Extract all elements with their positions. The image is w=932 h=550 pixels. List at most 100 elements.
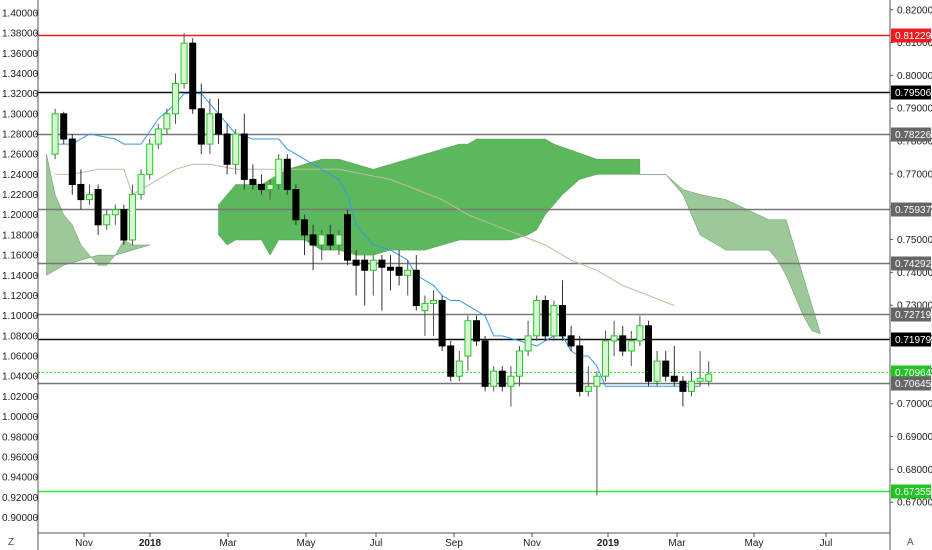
left-axis-tick-label: 0.98000 <box>2 432 39 443</box>
timezone-label[interactable]: Z <box>8 537 14 548</box>
left-axis-tick-label: 1.18000 <box>2 230 39 241</box>
level-price-box <box>891 28 931 43</box>
right-axis-tick-label: 0.70000 <box>897 399 932 410</box>
left-axis-tick-label: 1.38000 <box>2 29 39 40</box>
candle-up <box>180 42 188 85</box>
left-axis-tick-label: 1.30000 <box>2 109 39 120</box>
candle-up <box>232 133 240 165</box>
right-axis-tick-label: 0.79000 <box>897 104 932 115</box>
level-price-label: 0.70645 <box>895 379 932 390</box>
candle-up <box>146 143 154 175</box>
left-axis-tick-label: 1.02000 <box>2 392 39 403</box>
right-axis-tick-label: 0.68000 <box>897 465 932 476</box>
candle-down <box>301 219 308 236</box>
time-axis-tick-label: Nov <box>523 538 541 549</box>
candle-up <box>490 370 498 387</box>
candle-down <box>378 259 386 268</box>
candle-down <box>541 300 549 337</box>
left-axis-tick-label: 1.28000 <box>2 129 39 140</box>
time-axis-tick-label: Jul <box>820 538 833 549</box>
candle-down <box>438 300 446 347</box>
level-price-label: 0.72719 <box>895 310 932 321</box>
candle-down <box>197 108 205 145</box>
time-axis-tick-label: Mar <box>668 538 686 549</box>
candle-down <box>619 335 627 352</box>
left-axis-tick-label: 1.20000 <box>2 210 39 221</box>
candle-up <box>610 335 618 342</box>
candle-up <box>653 360 661 382</box>
candle-up <box>163 113 171 130</box>
left-axis-tick-label: 1.32000 <box>2 89 39 100</box>
right-axis-tick-label: 0.67000 <box>897 498 932 509</box>
right-axis-tick-label: 0.78000 <box>897 137 932 148</box>
candle-up <box>705 373 713 382</box>
cloud-early <box>46 154 150 276</box>
candle-up <box>137 173 145 196</box>
candle-up <box>507 375 515 387</box>
time-axis-tick-label: 2019 <box>597 538 620 549</box>
level-price-label: 0.70964 <box>895 368 932 379</box>
left-axis-tick-label: 0.90000 <box>2 513 39 524</box>
level-price-label: 0.67355 <box>895 487 932 498</box>
candle-up <box>206 113 214 145</box>
level-price-box <box>891 365 931 380</box>
candle-up <box>550 305 558 337</box>
candle-up <box>696 377 704 382</box>
level-price-label: 0.78226 <box>895 130 932 141</box>
time-axis-tick-label: 2018 <box>139 538 162 549</box>
time-axis-tick-label: May <box>745 538 764 549</box>
candle-down <box>645 325 652 382</box>
candle-down <box>498 370 506 387</box>
candle-down <box>215 113 222 135</box>
candle-up <box>369 259 377 271</box>
candle-up <box>636 325 644 342</box>
candle-up <box>111 209 119 216</box>
candle-down <box>344 214 351 261</box>
candle-down <box>189 42 197 110</box>
candle-up <box>275 158 283 185</box>
candle-down <box>670 375 678 382</box>
level-price-box <box>891 85 931 100</box>
left-axis-tick-label: 1.06000 <box>2 352 39 363</box>
left-axis-tick-label: 1.34000 <box>2 69 39 80</box>
left-axis-tick-label: 1.16000 <box>2 251 39 262</box>
candle-down <box>473 320 480 342</box>
candle-up <box>602 340 609 377</box>
candle-up <box>421 303 429 312</box>
time-axis-tick-label: Jul <box>370 538 383 549</box>
candle-down <box>326 234 334 246</box>
left-axis-tick-label: 0.96000 <box>2 452 39 463</box>
candle-down <box>223 133 231 165</box>
candle-down <box>576 345 584 392</box>
candle-down <box>94 189 102 226</box>
left-price-axis[interactable]: 1.40000 1.38000 1.36000 1.34000 1.32000 1.300… <box>2 8 39 524</box>
candle-up <box>129 194 136 241</box>
candle-down <box>68 138 76 185</box>
horizontal-levels <box>38 34 890 493</box>
level-price-label: 0.75937 <box>895 205 932 216</box>
candle-down <box>567 335 575 347</box>
left-axis-tick-label: 1.26000 <box>2 150 39 161</box>
level-price-box <box>891 127 931 142</box>
right-axis-tick-label: 0.74000 <box>897 268 932 279</box>
candle-down <box>120 209 128 241</box>
right-axis-tick-label: 0.73000 <box>897 301 932 312</box>
candle-down <box>361 259 369 271</box>
level-price-labels: 0.81229 0.79506 0.78226 0.75937 0.74292 0.727… <box>891 28 932 499</box>
time-axis[interactable]: Nov 2018 Mar May Jul Sep Nov 2019 Mar May Jul <box>75 533 832 549</box>
time-axis-tick-label: Sep <box>445 538 463 549</box>
candle-up <box>516 350 523 377</box>
candle-down <box>352 259 360 266</box>
candle-up <box>86 194 93 201</box>
auto-scale-button[interactable]: A <box>907 537 914 548</box>
candle-up <box>404 269 412 276</box>
candle-down <box>447 345 455 377</box>
level-price-label: 0.71979 <box>895 335 932 346</box>
left-axis-tick-label: 1.14000 <box>2 271 39 282</box>
left-axis-tick-label: 1.08000 <box>2 331 39 342</box>
candle-down <box>481 340 489 387</box>
left-axis-tick-label: 1.22000 <box>2 190 39 201</box>
level-price-label: 0.79506 <box>895 88 932 99</box>
candle-down <box>249 178 257 185</box>
